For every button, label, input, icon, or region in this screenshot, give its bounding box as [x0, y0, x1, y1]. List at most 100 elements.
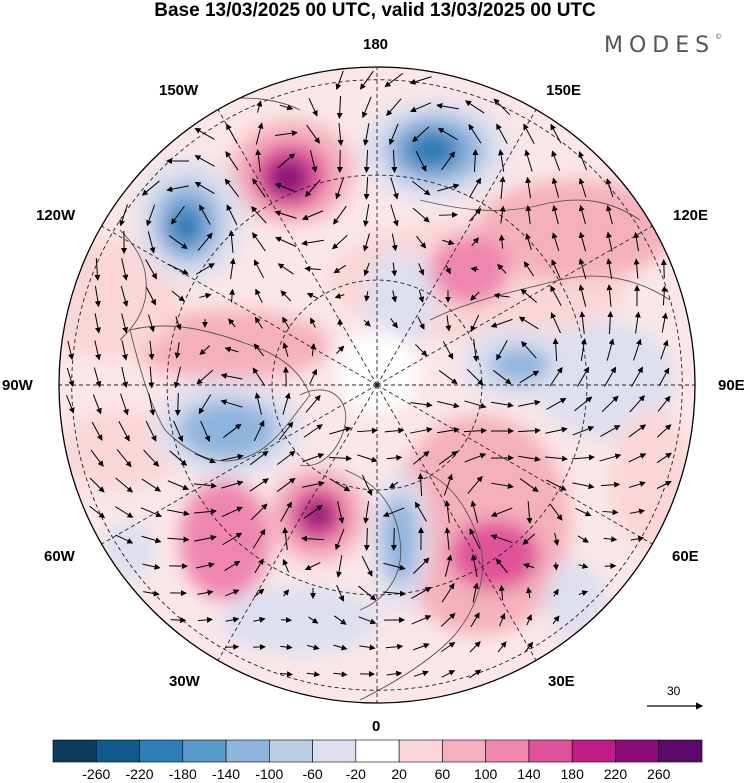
wind-vector: [193, 508, 217, 515]
wind-vector: [552, 615, 560, 625]
wind-vector: [276, 477, 296, 492]
wind-vector: [629, 508, 646, 515]
wind-vector: [386, 670, 403, 677]
wind-vector: [167, 263, 189, 275]
wind-vector: [225, 589, 240, 597]
wind-vector: [334, 293, 345, 299]
wind-vector: [282, 558, 290, 573]
wind-vector: [658, 367, 670, 386]
wind-vector: [363, 262, 370, 277]
colorbar-tick-label: 180: [560, 766, 584, 782]
wind-vector: [628, 453, 647, 463]
wind-vector: [412, 643, 430, 651]
wind-vector: [358, 585, 377, 601]
wind-vector: [256, 100, 263, 113]
wind-vector: [386, 98, 402, 117]
colorbar-tick-label: 100: [473, 766, 498, 782]
wind-vector: [388, 123, 399, 146]
wind-vector: [470, 500, 479, 523]
wind-vector: [578, 231, 587, 252]
wind-vector: [600, 481, 621, 488]
wind-vector: [143, 449, 160, 467]
wind-vector: [656, 424, 672, 438]
wind-vector: [491, 401, 514, 408]
wind-vector: [279, 671, 293, 678]
wind-vector: [361, 555, 373, 577]
wind-vector: [171, 290, 185, 302]
lon-label-60e: 60E: [672, 548, 699, 565]
wind-vector: [254, 392, 262, 415]
wind-vector: [196, 562, 215, 569]
colorbar-segment: [312, 739, 357, 763]
wind-vector: [574, 396, 593, 412]
wind-vector: [578, 590, 589, 597]
anomaly-hudson-bay-low: [178, 400, 278, 460]
wind-vector: [304, 562, 321, 571]
wind-vector: [142, 563, 161, 570]
colorbar-tick-label: 20: [391, 766, 407, 782]
wind-vector: [146, 204, 156, 227]
wind-vector: [363, 176, 370, 200]
wind-vector: [120, 393, 129, 416]
wind-vector: [551, 177, 560, 198]
wind-vector: [229, 288, 236, 303]
wind-vector: [656, 452, 672, 464]
wind-vector: [551, 259, 561, 279]
wind-vector: [390, 204, 399, 227]
wind-vector: [255, 149, 262, 172]
wind-vector: [94, 285, 101, 308]
wind-vector: [525, 233, 532, 251]
wind-vector: [199, 292, 212, 299]
wind-vector: [255, 122, 264, 145]
wind-vector: [194, 453, 216, 464]
wind-vector: [306, 671, 321, 678]
wind-vector: [385, 643, 404, 650]
wind-vector: [415, 150, 427, 172]
wind-vector: [220, 372, 243, 380]
colorbar-segment: [615, 739, 660, 763]
wind-vector: [282, 316, 290, 329]
modes-logo: MODES©: [604, 33, 723, 58]
wind-vector: [115, 506, 134, 518]
wind-vector: [550, 285, 562, 306]
wind-vector: [249, 478, 269, 492]
wind-vector: [335, 345, 345, 355]
wind-vector: [469, 641, 481, 653]
wind-vector: [578, 204, 587, 225]
wind-vector: [657, 395, 671, 412]
wind-vector: [173, 420, 184, 443]
wind-vector: [391, 233, 398, 252]
wind-vector: [194, 155, 215, 167]
wind-vector: [333, 671, 348, 678]
wind-vector: [225, 616, 240, 623]
wind-vector: [579, 311, 586, 334]
wind-vector: [121, 313, 129, 334]
wind-vector: [115, 477, 134, 493]
wind-vector: [410, 426, 433, 434]
wind-vector: [148, 314, 155, 333]
wind-vector: [412, 207, 430, 223]
wind-vector: [545, 426, 568, 434]
wind-vector: [308, 616, 319, 624]
wind-vector: [525, 176, 532, 199]
wind-vector: [606, 231, 613, 252]
wind-vector: [194, 534, 217, 542]
wind-vector: [148, 340, 155, 361]
colorbar-segment: [442, 739, 486, 763]
wind-vector: [226, 204, 238, 226]
wind-vector: [302, 480, 325, 488]
wind-vector: [89, 477, 105, 493]
wind-vector: [221, 506, 243, 518]
wind-vector: [470, 314, 480, 333]
wind-vector: [551, 150, 561, 171]
wind-vector: [391, 262, 398, 277]
colorbar-segment: [528, 739, 573, 763]
wind-vector: [438, 450, 458, 465]
wind-vector: [523, 123, 535, 144]
lon-label-150e: 150E: [546, 82, 582, 99]
colorbar-segment: [485, 739, 530, 763]
wind-vector: [305, 179, 321, 197]
wind-vector: [498, 584, 505, 601]
wind-vector: [141, 180, 160, 196]
wind-vector: [499, 205, 506, 224]
